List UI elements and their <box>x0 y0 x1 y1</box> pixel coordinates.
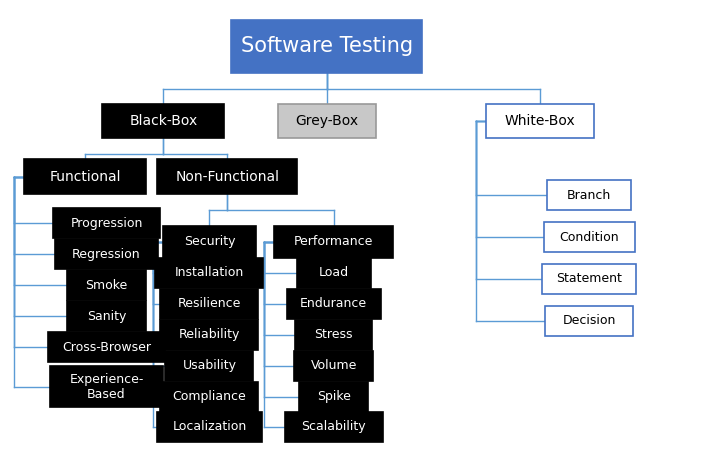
FancyBboxPatch shape <box>299 382 368 412</box>
Text: Branch: Branch <box>567 189 611 202</box>
Text: Progression: Progression <box>70 217 143 230</box>
FancyBboxPatch shape <box>50 366 163 407</box>
FancyBboxPatch shape <box>24 159 146 194</box>
Text: Usability: Usability <box>182 359 236 372</box>
Text: Cross-Browser: Cross-Browser <box>62 341 151 354</box>
FancyBboxPatch shape <box>287 289 381 319</box>
FancyBboxPatch shape <box>544 222 635 252</box>
FancyBboxPatch shape <box>67 270 146 300</box>
FancyBboxPatch shape <box>155 258 263 288</box>
FancyBboxPatch shape <box>157 159 297 194</box>
FancyBboxPatch shape <box>55 239 158 269</box>
Text: Installation: Installation <box>175 266 244 279</box>
Text: Scalability: Scalability <box>301 420 366 433</box>
FancyBboxPatch shape <box>297 258 371 288</box>
FancyBboxPatch shape <box>53 208 160 238</box>
FancyBboxPatch shape <box>163 226 256 258</box>
Text: Security: Security <box>184 235 235 248</box>
Text: Sanity: Sanity <box>87 310 126 323</box>
Text: Condition: Condition <box>559 231 619 244</box>
FancyBboxPatch shape <box>67 301 146 331</box>
Text: Experience-
Based: Experience- Based <box>70 373 143 401</box>
Text: Statement: Statement <box>557 272 622 286</box>
Text: Smoke: Smoke <box>85 279 128 292</box>
Text: Stress: Stress <box>315 328 353 341</box>
FancyBboxPatch shape <box>160 320 258 350</box>
Text: Resilience: Resilience <box>178 297 241 310</box>
FancyBboxPatch shape <box>278 104 376 138</box>
FancyBboxPatch shape <box>157 412 262 442</box>
Text: Non-Functional: Non-Functional <box>175 170 279 184</box>
Text: Volume: Volume <box>310 359 357 372</box>
Text: Software Testing: Software Testing <box>241 36 413 57</box>
Text: Endurance: Endurance <box>300 297 367 310</box>
FancyBboxPatch shape <box>285 412 383 442</box>
Text: Reliability: Reliability <box>179 328 240 341</box>
FancyBboxPatch shape <box>295 320 372 350</box>
Text: Decision: Decision <box>562 314 616 327</box>
FancyBboxPatch shape <box>545 306 633 336</box>
Text: Black-Box: Black-Box <box>129 114 197 128</box>
Text: Load: Load <box>319 266 349 279</box>
FancyBboxPatch shape <box>231 20 422 73</box>
FancyBboxPatch shape <box>165 351 253 381</box>
Text: Compliance: Compliance <box>173 390 246 403</box>
Text: Regression: Regression <box>72 248 141 261</box>
FancyBboxPatch shape <box>547 180 631 210</box>
FancyBboxPatch shape <box>160 382 258 412</box>
Text: White-Box: White-Box <box>504 114 575 128</box>
Text: Performance: Performance <box>294 235 373 248</box>
Text: Grey-Box: Grey-Box <box>295 114 358 128</box>
FancyBboxPatch shape <box>274 226 393 258</box>
FancyBboxPatch shape <box>160 289 258 319</box>
Text: Functional: Functional <box>50 170 121 184</box>
FancyBboxPatch shape <box>542 264 636 294</box>
FancyBboxPatch shape <box>48 332 165 362</box>
Text: Localization: Localization <box>173 420 246 433</box>
FancyBboxPatch shape <box>294 351 373 381</box>
FancyBboxPatch shape <box>486 104 594 138</box>
Text: Spike: Spike <box>317 390 351 403</box>
FancyBboxPatch shape <box>102 104 224 138</box>
